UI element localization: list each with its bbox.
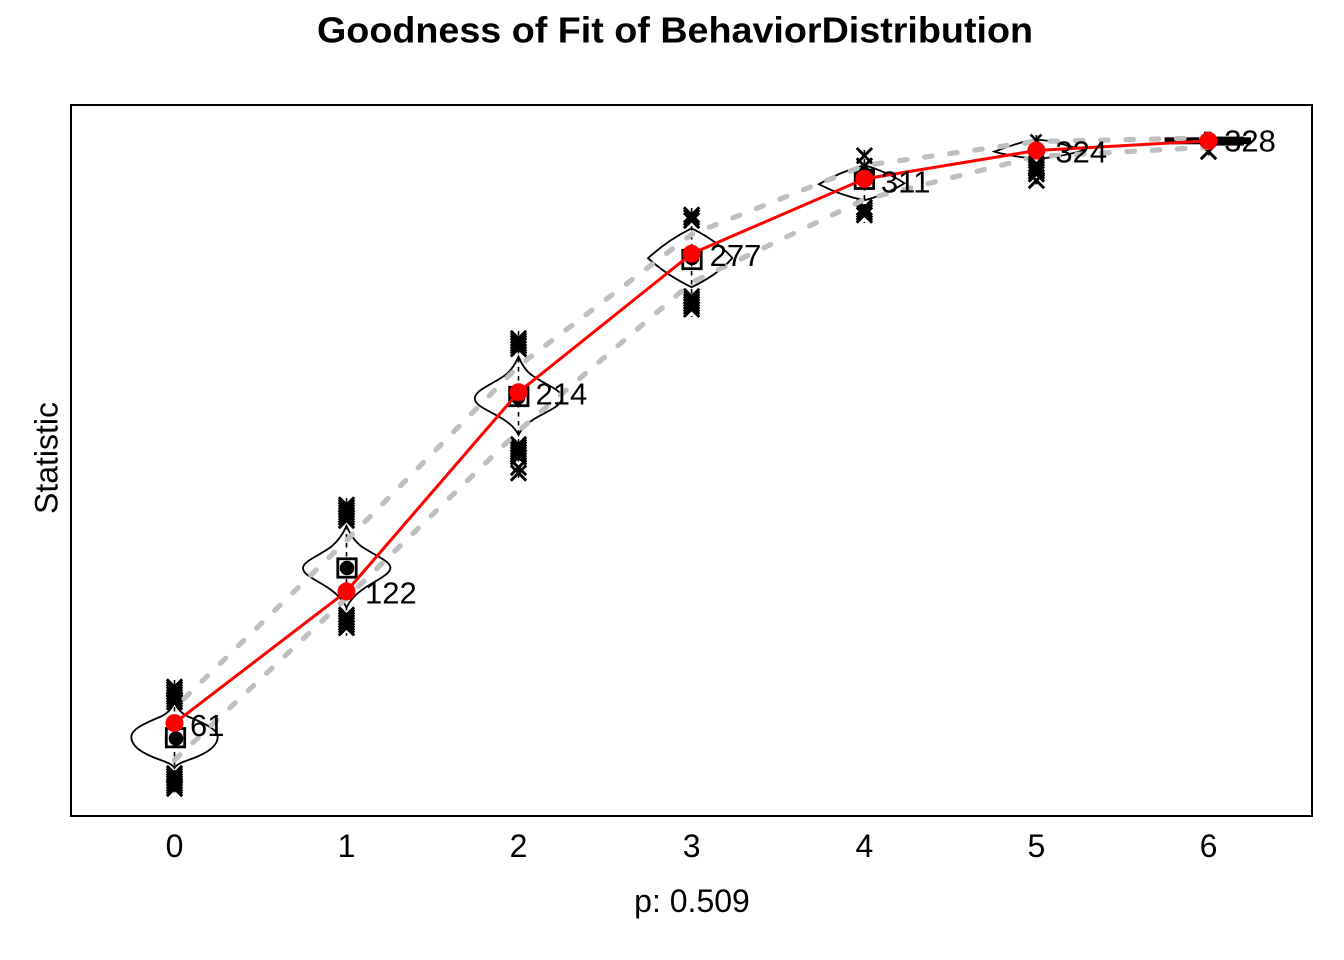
svg-text:328: 328: [1224, 123, 1276, 158]
svg-text:324: 324: [1055, 134, 1107, 169]
svg-text:3: 3: [683, 828, 701, 864]
svg-text:1: 1: [338, 828, 356, 864]
svg-text:4: 4: [856, 828, 874, 864]
svg-text:0: 0: [166, 828, 184, 864]
svg-text:p: 0.509: p: 0.509: [634, 883, 750, 919]
svg-text:2: 2: [510, 828, 528, 864]
svg-text:122: 122: [365, 576, 417, 611]
svg-text:214: 214: [536, 376, 588, 411]
svg-text:Statistic: Statistic: [29, 402, 65, 514]
svg-text:61: 61: [190, 708, 224, 743]
svg-text:5: 5: [1028, 828, 1046, 864]
svg-text:277: 277: [710, 238, 762, 273]
svg-text:Goodness of Fit of BehaviorDis: Goodness of Fit of BehaviorDistribution: [317, 10, 1033, 51]
svg-text:6: 6: [1200, 828, 1218, 864]
svg-text:311: 311: [881, 164, 930, 199]
